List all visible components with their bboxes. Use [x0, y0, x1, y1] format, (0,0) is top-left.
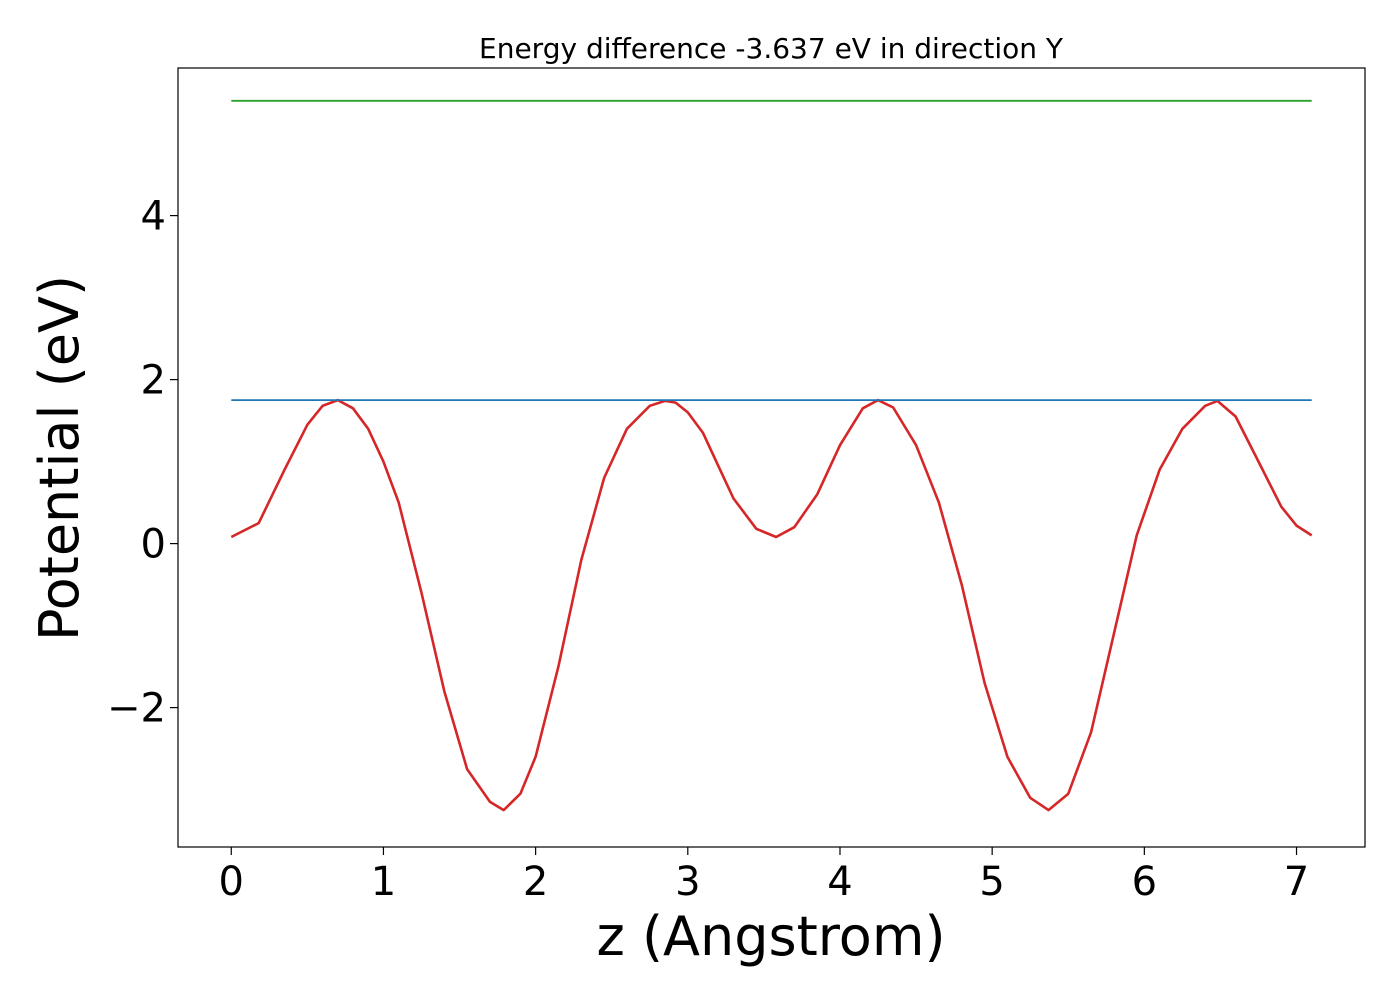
plot-area — [230, 99, 1313, 812]
x-axis-label: z (Angstrom) — [596, 905, 945, 968]
axis-ticks: 0 1 2 3 4 5 6 7 −2 0 2 4 — [107, 194, 1309, 905]
x-tick-label: 6 — [1132, 859, 1157, 905]
plot-frame — [177, 67, 1366, 848]
x-tick-label: 7 — [1284, 859, 1309, 905]
x-tick-label: 0 — [219, 859, 244, 905]
x-tick-label: 3 — [675, 859, 700, 905]
chart-title: Energy difference -3.637 eV in direction… — [479, 32, 1064, 65]
x-tick-label: 5 — [979, 859, 1004, 905]
series-line-1 — [230, 398, 1313, 812]
y-tick-label: −2 — [107, 686, 166, 732]
y-axis-label: Potential (eV) — [28, 275, 91, 641]
y-tick-label: 2 — [141, 358, 166, 404]
x-tick-label: 1 — [371, 859, 396, 905]
y-tick-label: 0 — [141, 522, 166, 568]
x-tick-label: 4 — [827, 859, 852, 905]
x-tick-label: 2 — [523, 859, 548, 905]
y-tick-label: 4 — [141, 194, 166, 240]
